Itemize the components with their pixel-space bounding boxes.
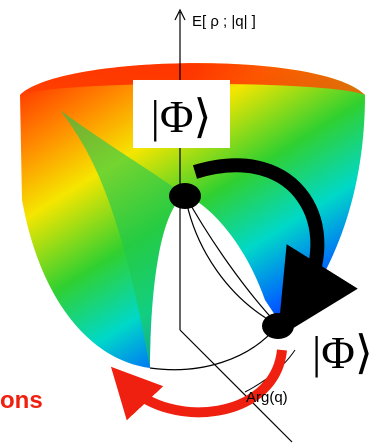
axis-label: E[ ρ ; |q| ]: [192, 13, 256, 30]
state-label: |Φ⟩: [151, 91, 212, 142]
state-dot: [169, 183, 201, 209]
angle-label: Arg(q): [246, 389, 288, 406]
state-label: |Φ⟩: [312, 327, 373, 378]
figure: E[ ρ ; |q| ] |Φ⟩ |Φ⟩ ons Arg(q): [0, 0, 385, 448]
state-dot: [262, 313, 294, 339]
modes-label: ons: [0, 387, 43, 414]
